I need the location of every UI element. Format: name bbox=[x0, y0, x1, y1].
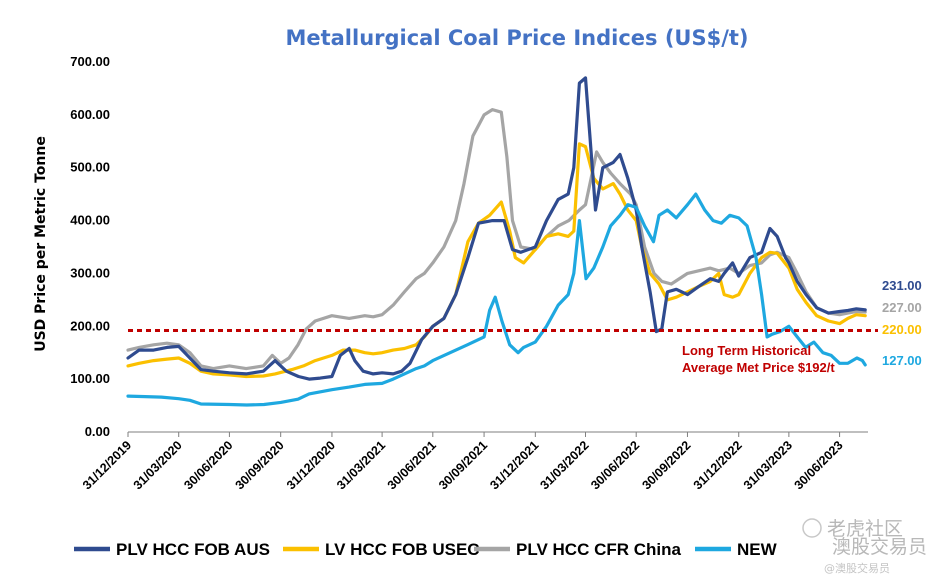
legend-label: PLV HCC FOB AUS bbox=[116, 540, 270, 559]
series-end-label: 227.00 bbox=[882, 300, 922, 315]
watermark-line-1: 老虎社区 bbox=[827, 518, 903, 540]
legend-label: LV HCC FOB USEC bbox=[325, 540, 480, 559]
series-layer bbox=[126, 76, 867, 407]
reference-line-label-1: Long Term Historical bbox=[682, 343, 811, 358]
y-tick-label: 200.00 bbox=[70, 318, 110, 333]
reference-line-label-2: Average Met Price $192/t bbox=[682, 360, 835, 375]
legend-label: NEW bbox=[737, 540, 778, 559]
y-tick-label: 0.00 bbox=[85, 424, 110, 439]
y-tick-label: 500.00 bbox=[70, 160, 110, 175]
series-line bbox=[126, 108, 867, 371]
series-line bbox=[126, 142, 867, 379]
y-tick-label: 700.00 bbox=[70, 54, 110, 69]
series-line bbox=[126, 192, 867, 407]
series-end-label: 231.00 bbox=[882, 278, 922, 293]
series-line bbox=[126, 76, 867, 381]
legend: PLV HCC FOB AUS LV HCC FOB USEC PLV HCC CF… bbox=[74, 540, 778, 559]
watermark-line-2: 澳股交易员 bbox=[832, 536, 927, 558]
legend-label: PLV HCC CFR China bbox=[516, 540, 682, 559]
watermark-icon bbox=[802, 518, 822, 538]
watermark: 老虎社区 澳股交易员 @澳股交易员 bbox=[802, 518, 927, 575]
chart-title: Metallurgical Coal Price Indices (US$/t) bbox=[285, 26, 748, 50]
end-value-labels: 231.00 227.00 220.00 127.00 bbox=[882, 278, 922, 368]
series-end-label: 127.00 bbox=[882, 353, 922, 368]
watermark-line-3: @澳股交易员 bbox=[824, 561, 890, 575]
series-end-label: 220.00 bbox=[882, 322, 922, 337]
y-tick-label: 600.00 bbox=[70, 107, 110, 122]
y-tick-label: 100.00 bbox=[70, 371, 110, 386]
y-axis-ticks: 0.00 100.00 200.00 300.00 400.00 500.00 600.00… bbox=[70, 54, 110, 439]
y-tick-label: 400.00 bbox=[70, 213, 110, 228]
y-axis-label: USD Price per Metric Tonne bbox=[33, 136, 49, 352]
y-tick-label: 300.00 bbox=[70, 265, 110, 280]
